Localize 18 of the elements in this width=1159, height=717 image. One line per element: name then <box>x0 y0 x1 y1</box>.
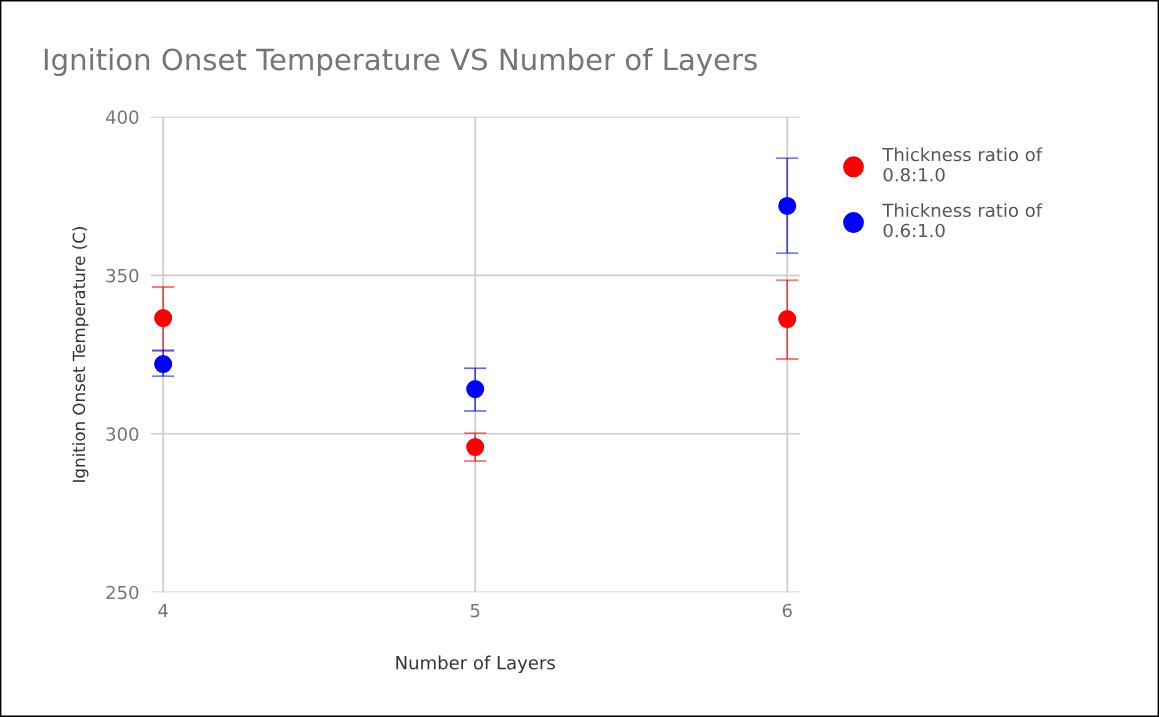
chart-title: Ignition Onset Temperature VS Number of Layers <box>44 47 757 77</box>
legend-label: Thickness ratio of 0.8:1.0 <box>882 147 1043 182</box>
y-axis-title: Ignition Onset Temperature (C) <box>72 227 89 482</box>
y-tick-label: 350 <box>106 268 139 283</box>
point <box>466 438 485 457</box>
point <box>778 196 797 215</box>
point <box>154 355 173 374</box>
x-tick-label: 5 <box>470 603 480 618</box>
x-axis-title: Number of Layers <box>396 655 555 674</box>
y-tick-label: 400 <box>105 110 139 124</box>
y-tick-label: 300 <box>106 427 139 441</box>
y-tick-label: 250 <box>106 585 139 600</box>
point <box>778 310 797 329</box>
point <box>154 309 173 328</box>
x-tick-label: 4 <box>158 603 168 618</box>
x-tick-label: 6 <box>782 603 792 618</box>
point <box>466 380 485 399</box>
legend-label: Thickness ratio of 0.6:1.0 <box>882 203 1043 238</box>
